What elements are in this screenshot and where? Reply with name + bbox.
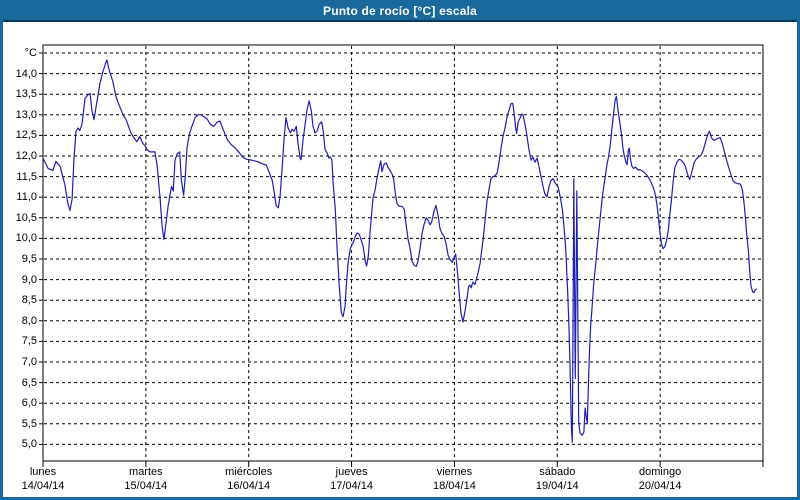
day-date: 15/04/14 (124, 480, 168, 492)
day-name: miércoles (225, 466, 273, 478)
day-label: martes 15/04/14 (101, 465, 191, 494)
y-tick-label: 6,5 (21, 376, 37, 389)
day-date: 19/04/14 (535, 480, 579, 492)
chart-canvas (39, 44, 764, 467)
y-tick-label: 11,5 (16, 170, 37, 183)
y-tick-label: 13,0 (15, 108, 37, 121)
y-tick-label: 9,0 (21, 273, 37, 286)
day-date: 16/04/14 (227, 480, 271, 492)
y-tick-label: 6,0 (21, 397, 37, 410)
y-tick-label: 5,0 (21, 438, 37, 451)
day-date: 14/04/14 (21, 480, 65, 492)
day-label: viernes 18/04/14 (409, 465, 499, 494)
day-label: domingo 20/04/14 (615, 465, 705, 494)
y-tick-label: 10,0 (15, 232, 37, 245)
dewpoint-line (42, 59, 758, 443)
y-tick-label: 12,5 (15, 129, 37, 142)
y-tick-label: 14,0 (15, 67, 37, 80)
day-label: miércoles 16/04/14 (204, 465, 294, 494)
day-name: sábado (539, 466, 576, 478)
day-name: domingo (639, 466, 682, 478)
y-tick-label: 10,5 (15, 211, 37, 224)
y-tick-label: 8,0 (21, 314, 37, 327)
plot-frame (42, 44, 764, 462)
y-tick-label: 5,5 (21, 417, 37, 430)
dewpoint-chart: °C 14,0 13,5 13,0 12,5 12,0 11,5 11,0 10,5 10,0 9,… (3, 22, 797, 497)
day-name: viernes (436, 466, 473, 478)
day-date: 17/04/14 (330, 480, 373, 492)
y-tick-label: 11,0 (16, 191, 37, 204)
day-name: lunes (29, 466, 57, 478)
day-date: 20/04/14 (638, 480, 682, 492)
day-label: lunes 14/04/14 (3, 465, 88, 494)
y-tick-label: 13,5 (15, 88, 37, 101)
y-tick-label: 12,0 (15, 150, 37, 162)
day-label: sábado 19/04/14 (512, 465, 602, 494)
page-title: Punto de rocío [°C] escala (3, 3, 797, 22)
y-tick-label: 9,5 (21, 253, 37, 265)
y-tick-label: 8,5 (21, 294, 37, 307)
day-label: jueves 17/04/14 (307, 465, 397, 494)
y-tick-label: 7,0 (21, 356, 37, 368)
y-axis-unit-label: °C (24, 47, 37, 59)
day-name: jueves (335, 466, 368, 478)
day-date: 18/04/14 (433, 480, 476, 492)
y-tick-label: 7,5 (21, 335, 37, 348)
day-name: martes (129, 466, 163, 478)
